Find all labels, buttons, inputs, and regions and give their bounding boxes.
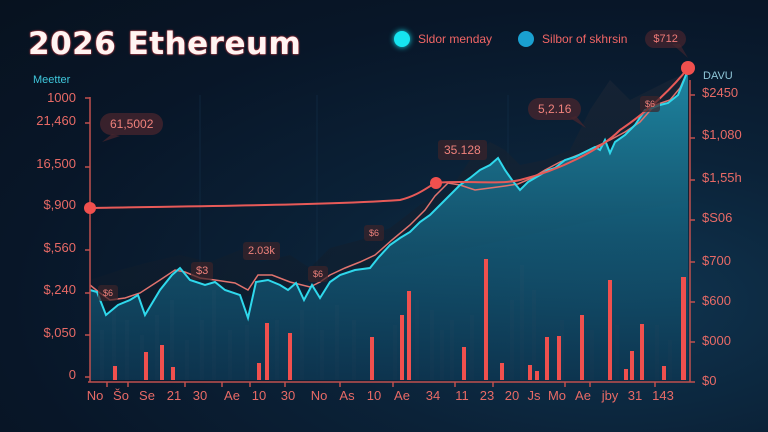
x-axis-tick: 30 bbox=[192, 388, 208, 403]
legend-dot-icon bbox=[394, 31, 410, 47]
right-axis-tick: $1,080 bbox=[702, 127, 742, 142]
x-axis-tick: Js bbox=[527, 388, 541, 403]
end-point-marker bbox=[681, 61, 695, 75]
volume-bars bbox=[113, 259, 686, 380]
axes bbox=[85, 80, 695, 387]
annotation-bubble: 2.03k bbox=[243, 242, 280, 260]
right-axis-tick: $S06 bbox=[702, 210, 733, 225]
right-axis-tick: $000 bbox=[702, 333, 731, 348]
legend-label: Sldor menday bbox=[418, 32, 493, 46]
right-axis-tick: $1,55h bbox=[702, 170, 742, 185]
x-axis-tick: Ae bbox=[575, 388, 591, 403]
right-axis-title: DAVU bbox=[703, 70, 733, 82]
left-axis-tick: $,240 bbox=[43, 282, 76, 297]
chart-legend: Sldor menday Silbor of skhrsin $712 bbox=[394, 30, 686, 48]
annotation-bubble: 61,5002 bbox=[100, 113, 164, 135]
x-axis-tick: Ae bbox=[394, 388, 410, 403]
x-axis-tick: 11 bbox=[455, 388, 469, 403]
legend-dot-icon bbox=[518, 31, 535, 47]
x-axis-tick: 34 bbox=[425, 388, 441, 403]
left-axis-tick: $,560 bbox=[43, 240, 76, 255]
left-axis-tick: 0 bbox=[68, 367, 76, 382]
x-axis-tick: 21 bbox=[166, 388, 182, 403]
legend-item-series-2[interactable]: Silbor of skhrsin bbox=[518, 31, 627, 47]
right-axis-tick: $700 bbox=[702, 253, 731, 268]
x-axis-tick: Mo bbox=[547, 388, 567, 403]
annotation-tag: $3 bbox=[191, 262, 214, 280]
start-point-marker bbox=[84, 202, 96, 214]
x-axis-tick: 10 bbox=[251, 388, 267, 403]
legend-label: Silbor of skhrsin bbox=[542, 32, 628, 46]
shadow-area bbox=[90, 72, 690, 330]
right-axis-tick: $2450 bbox=[702, 85, 739, 100]
left-axis-tick: 21,460 bbox=[36, 113, 76, 128]
mid-point-marker bbox=[430, 177, 442, 189]
x-axis-tick: No bbox=[310, 388, 328, 403]
x-axis-tick: As bbox=[339, 388, 355, 403]
x-axis-tick: 30 bbox=[280, 388, 296, 403]
x-axis-tick: 143 bbox=[652, 388, 674, 403]
left-axis-tick: 16,500 bbox=[36, 156, 76, 171]
annotation-tag: $6 bbox=[364, 225, 385, 241]
left-axis-tick: $,050 bbox=[43, 325, 76, 340]
x-axis-tick: Šo bbox=[113, 388, 129, 403]
annotation-bubble: 35.128 bbox=[438, 140, 487, 160]
annotation-tag: $6 bbox=[308, 266, 329, 282]
legend-item-series-1[interactable]: Sldor menday bbox=[394, 31, 492, 47]
price-badge: $712 bbox=[645, 30, 686, 48]
annotation-tag: $6 bbox=[640, 96, 661, 112]
left-axis-tick: $,900 bbox=[43, 197, 76, 212]
x-axis-tick: jby bbox=[601, 388, 619, 403]
x-axis-tick: 23 bbox=[479, 388, 495, 403]
trend-line bbox=[89, 67, 689, 209]
right-axis-tick: $600 bbox=[702, 293, 731, 308]
x-axis-tick: 31 bbox=[627, 388, 643, 403]
left-axis-tick: 1000 bbox=[47, 90, 76, 105]
annotation-bubble: 5,2.16 bbox=[528, 98, 582, 120]
left-axis-title: Meetter bbox=[33, 74, 71, 86]
annotation-tag: $6 bbox=[98, 285, 119, 301]
x-axis-tick: 20 bbox=[504, 388, 520, 403]
page-title: 2026 Ethereum bbox=[28, 26, 302, 62]
right-axis-tick: $0 bbox=[702, 373, 717, 388]
x-axis-tick: Se bbox=[139, 388, 155, 403]
x-axis-tick: No bbox=[86, 388, 104, 403]
x-axis-tick: 10 bbox=[366, 388, 382, 403]
x-axis-tick: Ae bbox=[224, 388, 240, 403]
price-area bbox=[90, 70, 688, 380]
